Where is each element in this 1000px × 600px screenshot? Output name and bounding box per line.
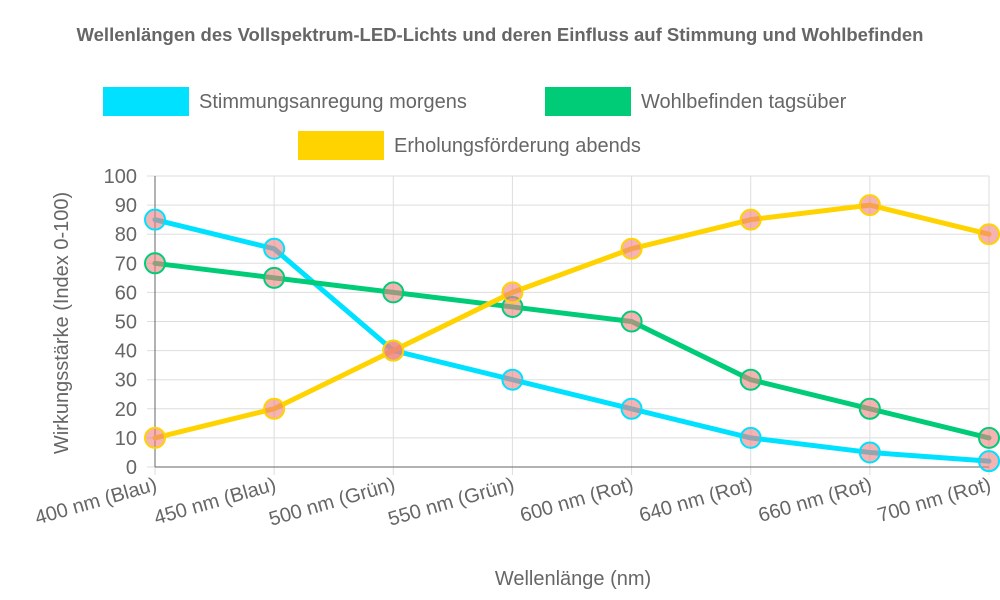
- data-point-series-0[interactable]: [144, 208, 166, 231]
- data-point-series-2[interactable]: [263, 397, 286, 420]
- data-point-series-0[interactable]: [263, 237, 286, 260]
- legend-swatch-stimmungsanregung: [103, 87, 189, 116]
- data-point-series-2[interactable]: [382, 339, 405, 362]
- y-tick-label: 100: [104, 166, 137, 188]
- grid: [147, 175, 990, 475]
- legend-swatch-wohlbefinden: [545, 87, 631, 116]
- legend: Stimmungsanregung morgens Wohlbefinden t…: [103, 87, 847, 160]
- data-point-series-1[interactable]: [739, 368, 762, 391]
- data-point-series-1[interactable]: [620, 310, 643, 333]
- data-point-series-0[interactable]: [620, 397, 643, 420]
- data-point-series-0[interactable]: [858, 441, 881, 464]
- x-tick-label: 700 nm (Rot): [875, 474, 993, 527]
- series-layer: [144, 194, 1000, 473]
- data-point-series-2[interactable]: [501, 281, 524, 304]
- y-tick-label: 40: [115, 341, 137, 363]
- data-point-series-2[interactable]: [739, 208, 762, 231]
- x-tick-label: 660 nm (Rot): [756, 474, 874, 527]
- series-line-1: [152, 260, 992, 441]
- x-tick-label: 400 nm (Blau): [33, 474, 160, 530]
- legend-swatch-erholung: [298, 131, 384, 160]
- legend-label-erholung: Erholungsförderung abends: [394, 135, 641, 157]
- y-tick-label: 20: [115, 399, 137, 421]
- y-tick-label: 30: [115, 370, 137, 392]
- x-tick-labels: 400 nm (Blau)450 nm (Blau)500 nm (Grün)5…: [33, 474, 994, 531]
- y-tick-label: 60: [115, 282, 137, 304]
- data-point-series-1[interactable]: [263, 266, 286, 289]
- x-tick-label: 500 nm (Grün): [267, 474, 398, 531]
- y-tick-label: 0: [126, 457, 137, 479]
- data-point-series-1[interactable]: [144, 252, 166, 275]
- x-tick-label: 550 nm (Grün): [386, 474, 517, 531]
- data-point-series-2[interactable]: [858, 194, 881, 217]
- y-tick-label: 10: [115, 428, 137, 450]
- data-point-series-0[interactable]: [978, 450, 1000, 473]
- x-tick-label: 450 nm (Blau): [152, 474, 279, 530]
- legend-label-stimmungsanregung: Stimmungsanregung morgens: [199, 91, 467, 113]
- y-tick-label: 50: [115, 312, 137, 334]
- y-tick-label: 70: [115, 253, 137, 275]
- data-point-series-1[interactable]: [382, 281, 405, 304]
- series-line-0: [152, 217, 992, 464]
- x-axis-label: Wellenlänge (nm): [495, 568, 651, 590]
- y-axis-label: Wirkungsstärke (Index 0-100): [51, 192, 73, 454]
- chart-title: Wellenlängen des Vollspektrum-LED-Lichts…: [77, 24, 924, 45]
- data-point-series-2[interactable]: [144, 426, 166, 449]
- data-point-series-0[interactable]: [501, 368, 524, 391]
- x-tick-label: 600 nm (Rot): [518, 474, 636, 527]
- data-point-series-2[interactable]: [978, 223, 1000, 246]
- y-tick-label: 80: [115, 224, 137, 246]
- y-tick-label: 90: [115, 195, 137, 217]
- data-point-series-1[interactable]: [858, 397, 881, 420]
- y-tick-labels: 0 10 20 30 40 50 60 70 80 90 100: [104, 166, 137, 479]
- x-tick-label: 640 nm (Rot): [637, 474, 755, 527]
- series-line-2: [152, 202, 992, 441]
- legend-label-wohlbefinden: Wohlbefinden tagsüber: [641, 91, 847, 113]
- data-point-series-1[interactable]: [978, 426, 1000, 449]
- data-point-series-2[interactable]: [620, 237, 643, 260]
- data-point-series-0[interactable]: [739, 426, 762, 449]
